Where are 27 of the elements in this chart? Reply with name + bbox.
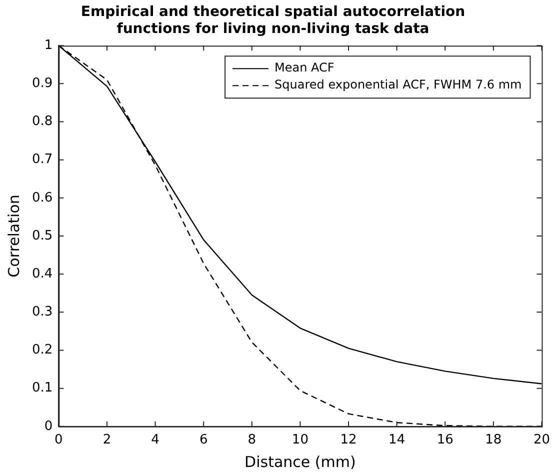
y-tick-label: 1 (44, 38, 53, 53)
x-tick-label: 14 (388, 432, 406, 448)
chart-title: Empirical and theoretical spatial autocorrelation functions for living non-living task data (80, 4, 466, 37)
y-tick-label: 0.4 (32, 266, 53, 282)
x-tick-label: 2 (102, 432, 112, 448)
y-tick-label: 0.1 (32, 380, 53, 396)
x-tick-label: 10 (292, 432, 308, 448)
x-tick-label: 8 (248, 432, 256, 448)
y-tick-label: 0.9 (32, 76, 53, 92)
y-tick-label: 0.7 (32, 152, 53, 168)
legend-label: Mean ACF (274, 60, 334, 75)
y-axis-title: Correlation (4, 194, 23, 278)
x-tick-label: 0 (54, 432, 63, 448)
x-tick-label: 16 (436, 432, 454, 448)
x-tick-label: 18 (485, 432, 502, 448)
legend-label: Squared exponential ACF, FWHM 7.6 mm (274, 78, 522, 92)
x-axis-title: Distance (mm) (244, 452, 356, 471)
x-tick-label: 12 (340, 432, 357, 448)
y-tick-label: 0.8 (32, 114, 53, 130)
x-tick-label: 4 (151, 432, 160, 448)
y-tick-label: 0.3 (32, 304, 53, 320)
x-tick-label: 20 (533, 432, 550, 448)
y-tick-label: 0 (44, 418, 53, 434)
y-tick-label: 0.5 (32, 228, 53, 244)
x-tick-label: 6 (199, 432, 208, 448)
y-tick-label: 0.6 (32, 190, 53, 206)
y-tick-label: 0.2 (32, 342, 53, 358)
